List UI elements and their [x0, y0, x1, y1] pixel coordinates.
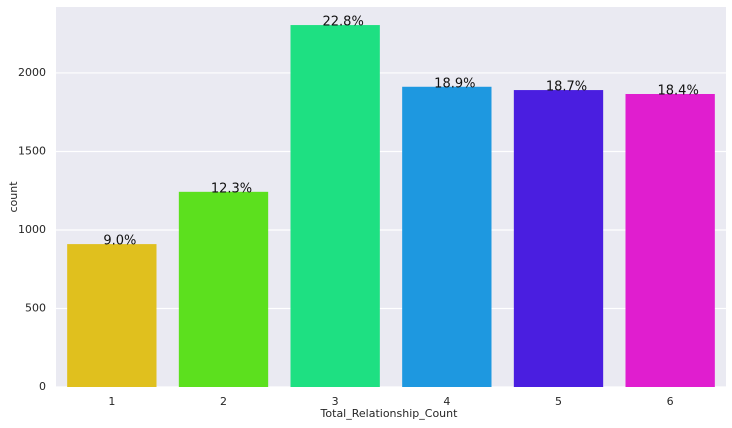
bar-annotation: 12.3%	[211, 181, 252, 196]
x-tick-label: 6	[667, 395, 674, 408]
bar-annotation: 22.8%	[323, 15, 364, 30]
y-axis-label: count	[7, 181, 20, 213]
bar-annotation: 9.0%	[103, 234, 136, 249]
bar-annotation: 18.7%	[546, 80, 587, 95]
x-tick-label: 3	[332, 395, 339, 408]
bar	[513, 90, 604, 388]
x-tick-label: 2	[220, 395, 227, 408]
bar-annotation: 18.9%	[434, 76, 475, 91]
bar-annotation: 18.4%	[658, 83, 699, 98]
x-axis-label: Total_Relationship_Count	[320, 407, 459, 420]
y-tick-label: 0	[39, 380, 46, 393]
bar	[67, 244, 157, 387]
y-tick-label: 1000	[18, 223, 46, 236]
bar	[290, 25, 380, 387]
y-tick-label: 2000	[18, 66, 46, 79]
bar	[625, 93, 715, 388]
bar	[402, 86, 492, 388]
y-tick-label: 1500	[18, 144, 46, 157]
x-tick-label: 1	[108, 395, 115, 408]
bar	[178, 191, 269, 387]
x-tick-label: 4	[443, 395, 450, 408]
y-tick-label: 500	[25, 301, 46, 314]
plot-area	[56, 7, 726, 387]
x-tick-label: 5	[555, 395, 562, 408]
